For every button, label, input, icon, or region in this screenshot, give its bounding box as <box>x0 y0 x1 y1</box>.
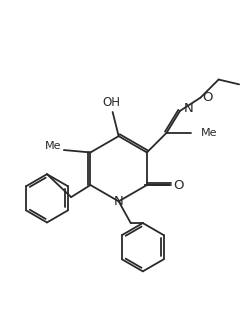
Text: O: O <box>202 91 212 104</box>
Text: N: N <box>184 102 193 115</box>
Text: OH: OH <box>103 96 121 109</box>
Text: N: N <box>114 195 124 208</box>
Text: Me: Me <box>201 128 217 138</box>
Text: O: O <box>173 179 184 192</box>
Text: Me: Me <box>45 141 61 151</box>
